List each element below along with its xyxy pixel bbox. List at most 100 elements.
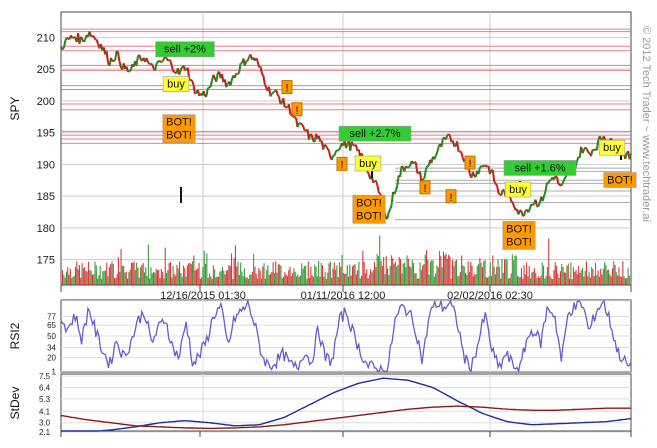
volume-bar (530, 278, 532, 285)
volume-bar (124, 272, 126, 285)
volume-bar (422, 265, 424, 285)
volume-bar (615, 272, 617, 285)
price-segment (389, 204, 393, 210)
price-segment (323, 143, 327, 147)
stdev-tick-label: 3.0 (39, 419, 51, 428)
volume-bar (540, 275, 542, 285)
price-segment (61, 47, 65, 51)
stdev-line (61, 377, 632, 432)
price-segment (288, 104, 292, 115)
volume-bar (168, 263, 170, 285)
volume-bar (237, 261, 239, 285)
price-segment (145, 57, 149, 63)
price-segment (202, 90, 206, 97)
stdev-tick-label: 4.1 (39, 407, 51, 416)
volume-bar (504, 259, 506, 285)
volume-bar (125, 271, 127, 285)
volume-bar (215, 277, 217, 285)
volume-bar (227, 270, 229, 285)
volume-bar (268, 274, 270, 285)
alert-marker-label: ! (340, 159, 343, 171)
price-segment (233, 73, 238, 79)
price-tick-label: 190 (37, 159, 55, 171)
volume-bar (117, 257, 119, 285)
volume-bar (294, 271, 296, 285)
volume-bar (518, 277, 520, 285)
volume-bar (384, 274, 386, 285)
volume-bar (368, 274, 370, 285)
volume-bar (353, 265, 355, 285)
x-date-label: 02/02/2016 02:30 (447, 290, 533, 302)
volume-bar (484, 259, 486, 285)
buy-signal-label: buy (359, 158, 377, 170)
volume-bar (609, 274, 611, 285)
price-segment (440, 138, 444, 148)
volume-bar (75, 266, 77, 285)
price-segment (262, 75, 266, 85)
volume-bar (240, 262, 242, 285)
volume-bar (621, 276, 623, 285)
price-panel: 175 180 185 190 195 200 205 210 SPY 12/16/2015 01… (8, 11, 637, 302)
volume-bar (207, 277, 209, 285)
price-plot-frame (60, 11, 632, 286)
volume-bar (95, 265, 97, 285)
price-segment (479, 165, 483, 169)
price-segment (510, 200, 514, 204)
volume-bar (198, 262, 200, 285)
volume-bar (172, 266, 174, 285)
volume-bar (271, 272, 273, 285)
price-segment (150, 62, 153, 66)
volume-bar (335, 269, 337, 285)
price-segment (95, 39, 100, 45)
volume-bar (466, 274, 468, 285)
volume-bar (115, 277, 117, 285)
volume-bar (455, 259, 457, 285)
volume-bar (210, 276, 212, 285)
volume-bar (475, 274, 477, 285)
volume-bar (393, 263, 395, 285)
volume-bar (62, 270, 64, 285)
volume-bar (67, 267, 69, 285)
volume-bar (432, 260, 434, 285)
price-segment (127, 70, 130, 73)
volume-bar (114, 278, 116, 285)
volume-bar (218, 277, 220, 285)
price-segment (456, 141, 460, 152)
volume-bar (280, 265, 282, 285)
volume-bar (110, 264, 112, 285)
volume-bar (349, 264, 351, 285)
volume-bar (543, 265, 545, 285)
volume-bar (480, 262, 482, 285)
volume-bar (266, 269, 268, 285)
price-segment (561, 179, 565, 184)
volume-bar (64, 277, 66, 285)
sell-signal-label: sell +2.7% (349, 128, 400, 140)
price-segment (555, 175, 558, 178)
volume-bar (501, 258, 503, 285)
price-segment (598, 135, 603, 140)
volume-bar (506, 260, 508, 285)
volume-bar (163, 278, 165, 285)
volume-bar (98, 275, 100, 285)
volume-bar (467, 261, 469, 285)
volume-bar (500, 278, 502, 285)
volume-bar (127, 278, 129, 285)
volume-bar (619, 276, 621, 285)
volume-bar (119, 271, 121, 285)
volume-bar (238, 274, 240, 285)
price-segment (396, 175, 400, 186)
volume-bar (121, 265, 123, 285)
price-segment (480, 165, 484, 168)
volume-bar (82, 268, 84, 285)
volume-bar (246, 277, 248, 285)
volume-bar (600, 268, 602, 285)
volume-bar (575, 269, 577, 285)
volume-bar (611, 268, 613, 285)
price-segment (394, 185, 399, 191)
volume-bar (262, 266, 264, 285)
volume-bar (416, 278, 418, 285)
volume-bar (133, 261, 135, 285)
price-tick-label: 185 (37, 191, 55, 203)
volume-bar (403, 262, 405, 285)
volume-bar (559, 271, 561, 285)
